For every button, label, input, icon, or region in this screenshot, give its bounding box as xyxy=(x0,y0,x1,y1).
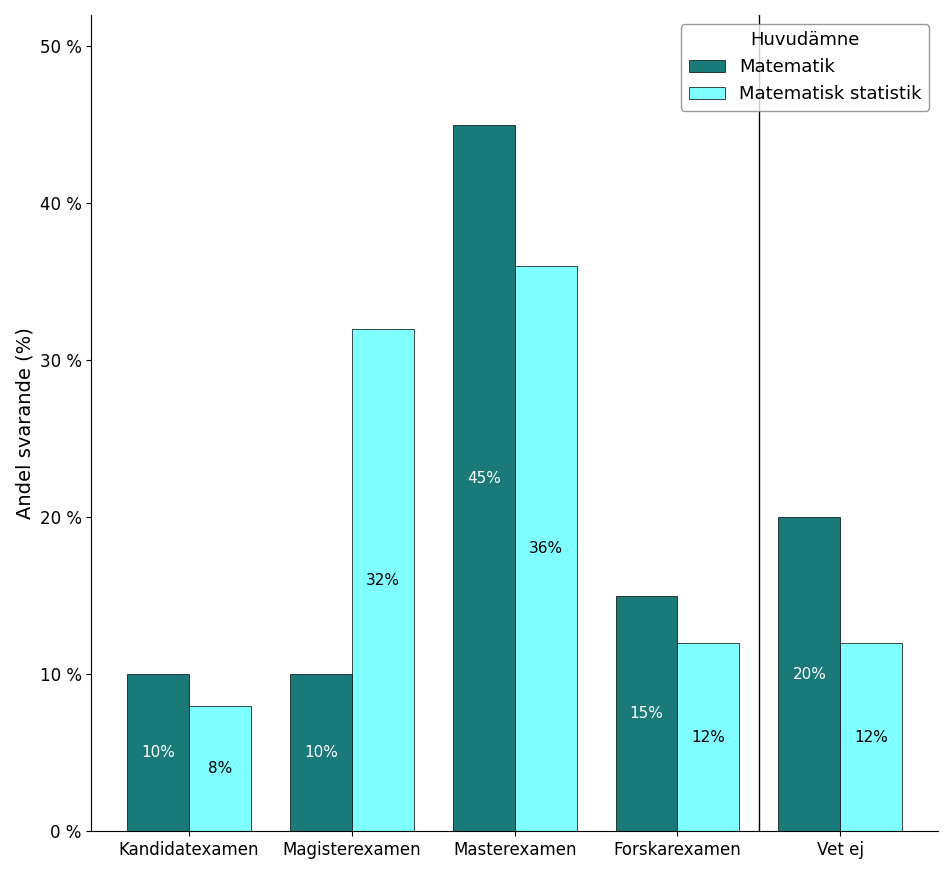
Y-axis label: Andel svarande (%): Andel svarande (%) xyxy=(15,327,34,519)
Text: 10%: 10% xyxy=(141,746,175,760)
Text: 10%: 10% xyxy=(304,746,337,760)
Bar xyxy=(289,675,351,831)
Bar xyxy=(127,675,188,831)
Bar xyxy=(452,125,514,831)
Text: 20%: 20% xyxy=(792,667,825,682)
Bar xyxy=(778,517,840,831)
Bar xyxy=(514,267,576,831)
Text: 12%: 12% xyxy=(853,730,887,745)
Text: 32%: 32% xyxy=(366,572,399,587)
Legend: Matematik, Matematisk statistik: Matematik, Matematisk statistik xyxy=(681,24,928,110)
Bar xyxy=(677,643,739,831)
Text: 12%: 12% xyxy=(691,730,724,745)
Bar xyxy=(615,596,677,831)
Bar xyxy=(188,705,250,831)
Bar xyxy=(351,329,413,831)
Text: 15%: 15% xyxy=(629,706,663,721)
Text: 8%: 8% xyxy=(208,761,231,776)
Text: 36%: 36% xyxy=(528,541,562,556)
Text: 45%: 45% xyxy=(466,470,500,486)
Bar xyxy=(840,643,902,831)
